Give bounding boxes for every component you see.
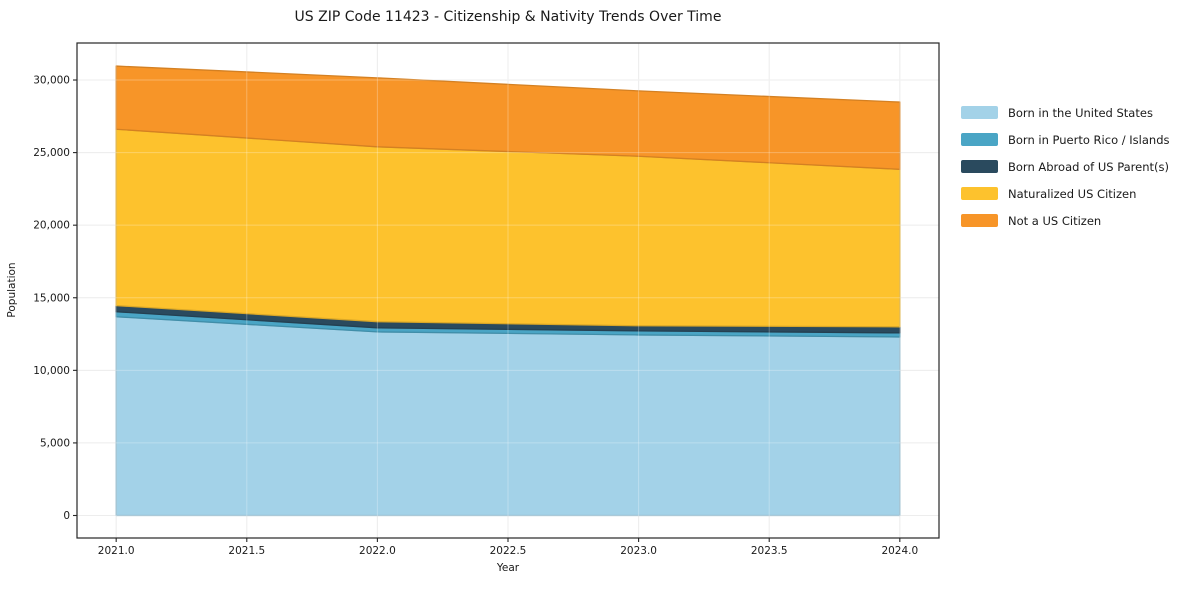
legend-item: Naturalized US Citizen: [961, 180, 1170, 207]
legend-swatch-icon: [961, 133, 998, 146]
y-tick-label: 15,000: [33, 292, 70, 304]
x-tick-label: 2022.0: [359, 545, 396, 557]
legend-swatch-icon: [961, 160, 998, 173]
stacked-area-chart: 2021.0 2021.5 2022.0 2022.5 2023.0 2023.5 2024…: [6, 42, 940, 574]
y-tick-label: 25,000: [33, 147, 70, 159]
x-tick-label: 2021.5: [228, 545, 265, 557]
y-tick-label: 30,000: [33, 75, 70, 87]
y-tick-label: 5,000: [40, 437, 70, 449]
legend-swatch-icon: [961, 214, 998, 227]
x-axis-label: Year: [496, 562, 520, 574]
x-tick-label: 2023.0: [620, 545, 657, 557]
legend-label: Naturalized US Citizen: [1008, 186, 1137, 201]
legend-label: Born in the United States: [1008, 105, 1153, 120]
y-axis-label: Population: [6, 262, 18, 317]
axis-ticks: [73, 79, 901, 542]
y-tick-label: 20,000: [33, 220, 70, 232]
x-tick-label: 2021.0: [98, 545, 135, 557]
y-tick-label: 0: [63, 510, 70, 522]
gridlines-over: [77, 43, 939, 538]
x-tick-label: 2024.0: [881, 545, 918, 557]
chart-title: US ZIP Code 11423 - Citizenship & Nativi…: [294, 9, 722, 25]
legend-swatch-icon: [961, 106, 998, 119]
x-tick-label: 2023.5: [751, 545, 788, 557]
legend-swatch-icon: [961, 187, 998, 200]
legend-label: Born in Puerto Rico / Islands: [1008, 132, 1170, 147]
area-not-a-us-citizen: [115, 65, 901, 170]
area-series: [115, 65, 901, 517]
x-tick-label: 2022.5: [490, 545, 527, 557]
legend-label: Born Abroad of US Parent(s): [1008, 159, 1169, 174]
legend-item: Born in Puerto Rico / Islands: [961, 126, 1170, 153]
legend-item: Born Abroad of US Parent(s): [961, 153, 1170, 180]
legend: Born in the United States Born in Puerto …: [961, 99, 1170, 234]
legend-item: Born in the United States: [961, 99, 1170, 126]
y-tick-label: 10,000: [33, 365, 70, 377]
legend-label: Not a US Citizen: [1008, 213, 1102, 228]
legend-item: Not a US Citizen: [961, 207, 1170, 234]
tick-labels: 2021.0 2021.5 2022.0 2022.5 2023.0 2023.5 2024…: [33, 75, 918, 557]
